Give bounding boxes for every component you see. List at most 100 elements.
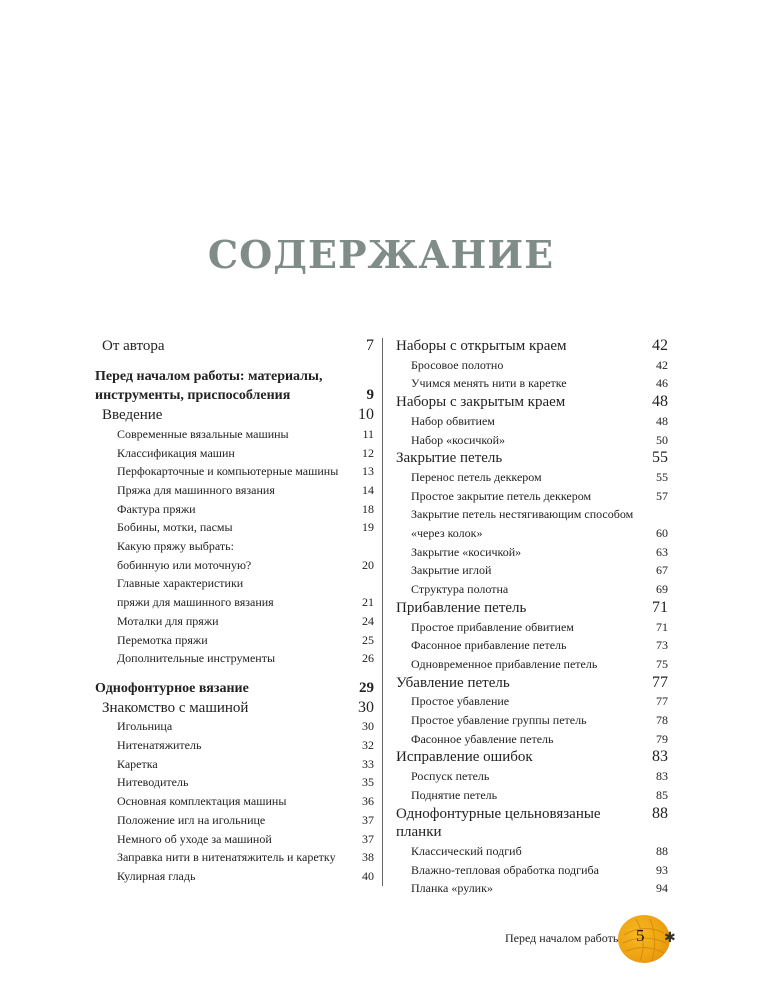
toc-part: Однофонтурное вязание 29 bbox=[95, 679, 374, 699]
toc-entry-title: Однофонтурные цельновязаные планки bbox=[396, 805, 601, 841]
toc-entry-title: Перемотка пряжи bbox=[117, 632, 208, 647]
toc-entry-page: 77 bbox=[656, 694, 668, 709]
toc-entry-title: Моталки для пряжи bbox=[117, 613, 219, 628]
toc-entry-page: 19 bbox=[362, 520, 374, 535]
toc-section: Главные характеристики пряжи для машинног… bbox=[95, 574, 374, 611]
toc-chapter: Прибавление петель 71 bbox=[396, 599, 668, 618]
toc-section: Простое прибавление обвитием 71 bbox=[396, 618, 668, 637]
toc-entry-page: 77 bbox=[652, 673, 668, 691]
toc-section: Бобины, мотки, пасмы 19 bbox=[95, 518, 374, 537]
toc-entry-page: 33 bbox=[362, 756, 374, 771]
toc-entry-page: 85 bbox=[656, 787, 668, 802]
toc-entry-title: Убавление петель bbox=[396, 674, 510, 691]
toc-entry-title: Наборы с закрытым краем bbox=[396, 394, 566, 411]
toc-entry-title: Главные характеристики bbox=[117, 576, 244, 591]
toc-section: Немного об уходе за машиной 37 bbox=[95, 830, 374, 849]
toc-chapter: Убавление петель 77 bbox=[396, 674, 668, 693]
toc-entry-title: Структура полотна bbox=[411, 582, 509, 597]
toc-entry-page: 88 bbox=[652, 804, 668, 822]
toc-entry-page: 13 bbox=[362, 464, 374, 479]
toc-entry-title: бобинную или моточную? bbox=[117, 557, 252, 572]
toc-entry-title: Бобины, мотки, пасмы bbox=[117, 520, 233, 535]
toc-entry-title: Нитеводитель bbox=[117, 775, 189, 790]
toc-section: Планка «рулик» 94 bbox=[396, 879, 668, 898]
toc-section: Нитенатяжитель 32 bbox=[95, 736, 374, 755]
toc-entry-page: 69 bbox=[656, 582, 668, 597]
toc-entry-title: Бросовое полотно bbox=[411, 357, 504, 372]
toc-entry-page: 94 bbox=[656, 881, 668, 896]
toc-chapter: Однофонтурные цельновязаные планки 88 bbox=[396, 805, 668, 842]
toc-section: Перфокарточные и компьютерные машины 13 bbox=[95, 462, 374, 481]
toc-entry-title: Игольница bbox=[117, 719, 173, 734]
toc-entry-title: Заправка нити в нитенатяжитель и каретку bbox=[117, 850, 336, 865]
running-footer-section: Перед началом работы bbox=[505, 931, 621, 945]
toc-entry-title: Знакомство с машиной bbox=[102, 699, 249, 716]
toc-entry-title: Перенос петель деккером bbox=[411, 469, 542, 484]
toc-section: Фасонное убавление петель 79 bbox=[396, 730, 668, 749]
toc-entry-title: Прибавление петель bbox=[396, 599, 527, 616]
toc-section: Каретка 33 bbox=[95, 755, 374, 774]
toc-entry-page: 71 bbox=[652, 598, 668, 616]
toc-entry-page: 36 bbox=[362, 794, 374, 809]
toc-entry-title: Фасонное убавление петель bbox=[411, 731, 554, 746]
toc-section: Положение игл на игольнице 37 bbox=[95, 811, 374, 830]
toc-entry-page: 26 bbox=[362, 651, 374, 666]
toc-entry-title: Нитенатяжитель bbox=[117, 738, 202, 753]
toc-section: Закрытие петель нестягивающим способом «ч… bbox=[396, 505, 668, 542]
toc-section: Перенос петель деккером 55 bbox=[396, 468, 668, 487]
toc-entry-title: Дополнительные инструменты bbox=[117, 651, 276, 666]
toc-entry-page: 75 bbox=[656, 656, 668, 671]
toc-section: Роспуск петель 83 bbox=[396, 767, 668, 786]
toc-entry-page: 14 bbox=[362, 482, 374, 497]
toc-entry-page: 48 bbox=[652, 393, 668, 411]
toc-entry-title: Планка «рулик» bbox=[411, 881, 493, 896]
toc-entry-title: «через колок» bbox=[411, 526, 483, 541]
toc-section: Простое закрытие петель деккером 57 bbox=[396, 487, 668, 506]
toc-entry-page: 25 bbox=[362, 632, 374, 647]
toc-section: Классический подгиб 88 bbox=[396, 842, 668, 861]
toc-section: Простое убавление группы петель 78 bbox=[396, 711, 668, 730]
toc-entry-title: Исправление ошибок bbox=[396, 749, 533, 766]
toc-section: Поднятие петель 85 bbox=[396, 786, 668, 805]
toc-entry-page: 57 bbox=[656, 488, 668, 503]
toc-section: Одновременное прибавление петель 75 bbox=[396, 655, 668, 674]
toc-section: Фактура пряжи 18 bbox=[95, 500, 374, 519]
toc-entry-title: Каретка bbox=[117, 756, 158, 771]
toc-entry-title: Классический подгиб bbox=[411, 843, 522, 858]
toc-entry-page: 78 bbox=[656, 713, 668, 728]
toc-entry-title: Перед началом работы: материалы, bbox=[95, 368, 323, 384]
toc-section: Заправка нити в нитенатяжитель и каретку… bbox=[95, 848, 374, 867]
toc-section: Перемотка пряжи 25 bbox=[95, 631, 374, 650]
toc-entry-page: 73 bbox=[656, 638, 668, 653]
toc-part: Перед началом работы: материалы, инструме… bbox=[95, 368, 374, 406]
toc-entry-page: 79 bbox=[656, 731, 668, 746]
toc-column-right: Наборы с открытым краем 42 Бросовое полотн… bbox=[396, 337, 668, 898]
toc-entry-title: Немного об уходе за машиной bbox=[117, 831, 272, 846]
toc-entry-page: 42 bbox=[652, 337, 668, 354]
toc-section: Пряжа для машинного вязания 14 bbox=[95, 481, 374, 500]
toc-section: Влажно-тепловая обработка подгиба 93 bbox=[396, 861, 668, 880]
toc-entry-page: 37 bbox=[362, 812, 374, 827]
toc-entry-page: 11 bbox=[362, 426, 374, 441]
toc-entry-title: Кулирная гладь bbox=[117, 868, 196, 883]
toc-entry-page: 30 bbox=[362, 719, 374, 734]
toc-section: Игольница 30 bbox=[95, 717, 374, 736]
toc-section: Современные вязальные машины 11 bbox=[95, 425, 374, 444]
toc-section: Набор «косичкой» 50 bbox=[396, 431, 668, 450]
toc-entry-title: От автора bbox=[102, 338, 165, 354]
toc-entry-title: пряжи для машинного вязания bbox=[117, 595, 274, 610]
toc-chapter: Закрытие петель 55 bbox=[396, 449, 668, 468]
toc-entry-page: 50 bbox=[656, 432, 668, 447]
toc-entry-page: 9 bbox=[366, 387, 375, 404]
toc-entry-page: 60 bbox=[656, 526, 668, 541]
toc-entry-page: 20 bbox=[362, 557, 374, 572]
toc-entry-title: Поднятие петель bbox=[411, 787, 498, 802]
toc-section: Дополнительные инструменты 26 bbox=[95, 649, 374, 668]
toc-entry-page: 83 bbox=[652, 748, 668, 766]
toc-entry-title: Какую пряжу выбрать: bbox=[117, 539, 234, 554]
toc-section: Кулирная гладь 40 bbox=[95, 867, 374, 886]
toc-entry-title: Влажно-тепловая обработка подгиба bbox=[411, 862, 599, 877]
toc-entry-page: 35 bbox=[362, 775, 374, 790]
toc-section: Моталки для пряжи 24 bbox=[95, 612, 374, 631]
toc-entry-title: Основная комплектация машины bbox=[117, 794, 287, 809]
